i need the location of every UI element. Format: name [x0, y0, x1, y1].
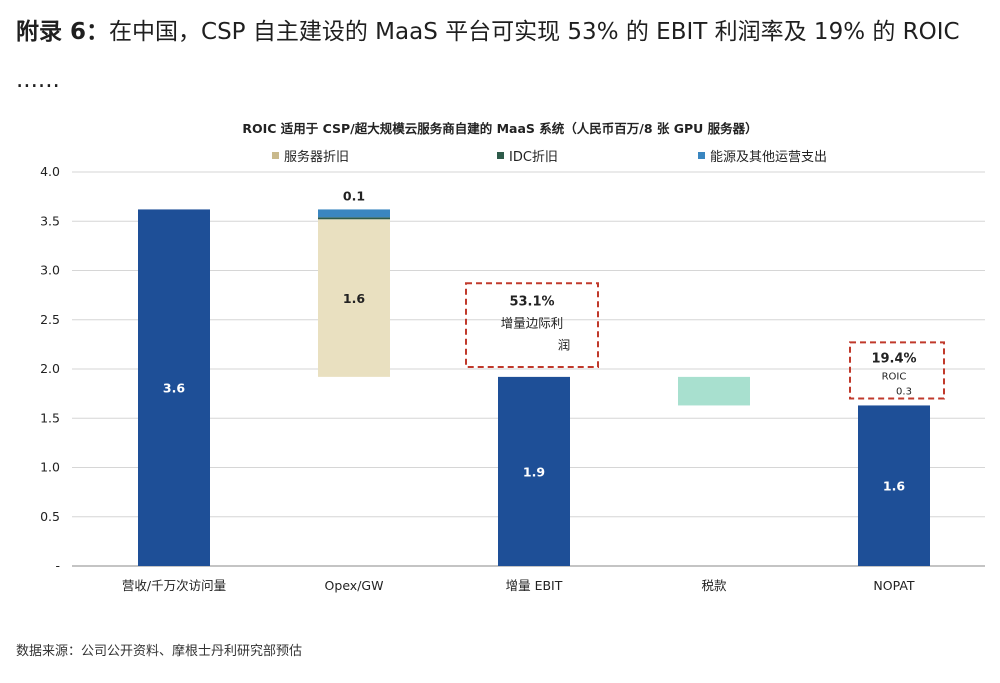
y-tick-label: - [55, 558, 60, 573]
data-label: 1.6 [343, 291, 365, 306]
bar [498, 376, 570, 566]
y-tick-label: 0.5 [40, 509, 60, 524]
x-category-label: Opex/GW [325, 578, 384, 593]
waterfall-chart: - 0.5 1.0 1.5 2.0 2.5 3.0 3.5 4.0 营收/千万次访问量 Opex/G… [40, 164, 985, 593]
y-tick-label: 1.0 [40, 460, 60, 475]
x-category-label: NOPAT [873, 578, 915, 593]
data-label: 3.6 [163, 381, 185, 396]
annotation-text: 增量边际利 [501, 315, 564, 330]
bar [318, 217, 390, 220]
source-note: 数据来源：公司公开资料、摩根士丹利研究部预估 [16, 644, 303, 659]
y-tick-label: 3.5 [40, 213, 60, 228]
annotation-text: 0.3 [896, 386, 912, 397]
bar [678, 376, 750, 406]
chart-title: ROIC 适用于 CSP/超大规模云服务商自建的 MaaS 系统（人民币百万/8… [242, 121, 758, 136]
page-heading: 附录 6：在中国，CSP 自主建设的 MaaS 平台可实现 53% 的 EBIT… [16, 8, 984, 104]
heading-text: 在中国，CSP 自主建设的 MaaS 平台可实现 53% 的 EBIT 利润率及… [16, 19, 960, 93]
annotation-text: 润 [558, 337, 571, 352]
legend-swatch-energy-opex [698, 152, 705, 159]
x-category-label: 营收/千万次访问量 [122, 578, 226, 593]
bar [138, 209, 210, 566]
legend-item-idc-depreciation: IDC折旧 [497, 146, 558, 165]
y-tick-label: 1.5 [40, 410, 60, 425]
y-tick-label: 4.0 [40, 164, 60, 179]
annotation-text: 53.1% [509, 294, 554, 309]
y-tick-label: 3.0 [40, 263, 60, 278]
legend-item-server-depreciation: 服务器折旧 [272, 146, 349, 165]
annotation-box [849, 341, 945, 400]
legend-label-server-depreciation: 服务器折旧 [284, 150, 350, 165]
y-tick-label: 2.5 [40, 312, 60, 327]
data-label: 1.9 [523, 464, 545, 479]
heading-prefix: 附录 6： [16, 19, 110, 45]
annotation-box [465, 282, 599, 369]
bar [318, 209, 390, 218]
bar [858, 405, 930, 566]
legend-item-energy-opex: 能源及其他运营支出 [698, 146, 827, 165]
legend-swatch-server-depreciation [272, 152, 279, 159]
chart-legend: 服务器折旧 IDC折旧 能源及其他运营支出 [0, 146, 1000, 166]
data-label: 0.1 [343, 188, 365, 203]
legend-label-energy-opex: 能源及其他运营支出 [710, 150, 828, 165]
y-tick-label: 2.0 [40, 361, 60, 376]
legend-swatch-idc-depreciation [497, 152, 504, 159]
annotation-text: 19.4% [871, 351, 916, 366]
bar [318, 219, 390, 377]
legend-label-idc-depreciation: IDC折旧 [509, 150, 558, 165]
data-label: 1.6 [883, 479, 905, 494]
annotation-text: ROIC [882, 371, 907, 382]
x-category-label: 税款 [701, 578, 727, 593]
x-category-label: 增量 EBIT [506, 578, 563, 593]
